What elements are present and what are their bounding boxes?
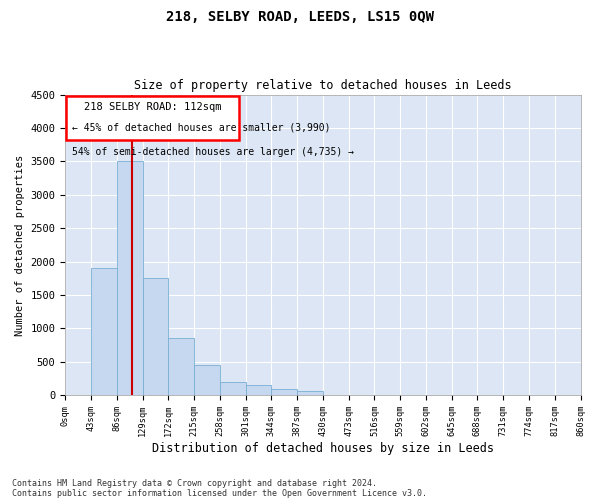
Text: Contains public sector information licensed under the Open Government Licence v3: Contains public sector information licen… [12, 488, 427, 498]
Title: Size of property relative to detached houses in Leeds: Size of property relative to detached ho… [134, 79, 512, 92]
Text: 218 SELBY ROAD: 112sqm: 218 SELBY ROAD: 112sqm [84, 102, 221, 112]
Text: Contains HM Land Registry data © Crown copyright and database right 2024.: Contains HM Land Registry data © Crown c… [12, 478, 377, 488]
Bar [297, 391, 323, 395]
FancyBboxPatch shape [67, 96, 239, 140]
Y-axis label: Number of detached properties: Number of detached properties [15, 154, 25, 336]
Text: ← 45% of detached houses are smaller (3,990): ← 45% of detached houses are smaller (3,… [71, 123, 330, 133]
Bar [271, 388, 297, 395]
Bar [220, 382, 245, 395]
Bar [194, 365, 220, 395]
Bar [117, 162, 143, 395]
X-axis label: Distribution of detached houses by size in Leeds: Distribution of detached houses by size … [152, 442, 494, 455]
Text: 54% of semi-detached houses are larger (4,735) →: 54% of semi-detached houses are larger (… [71, 147, 353, 157]
Bar [169, 338, 194, 395]
Bar [245, 385, 271, 395]
Bar [91, 268, 117, 395]
Bar [143, 278, 169, 395]
Text: 218, SELBY ROAD, LEEDS, LS15 0QW: 218, SELBY ROAD, LEEDS, LS15 0QW [166, 10, 434, 24]
